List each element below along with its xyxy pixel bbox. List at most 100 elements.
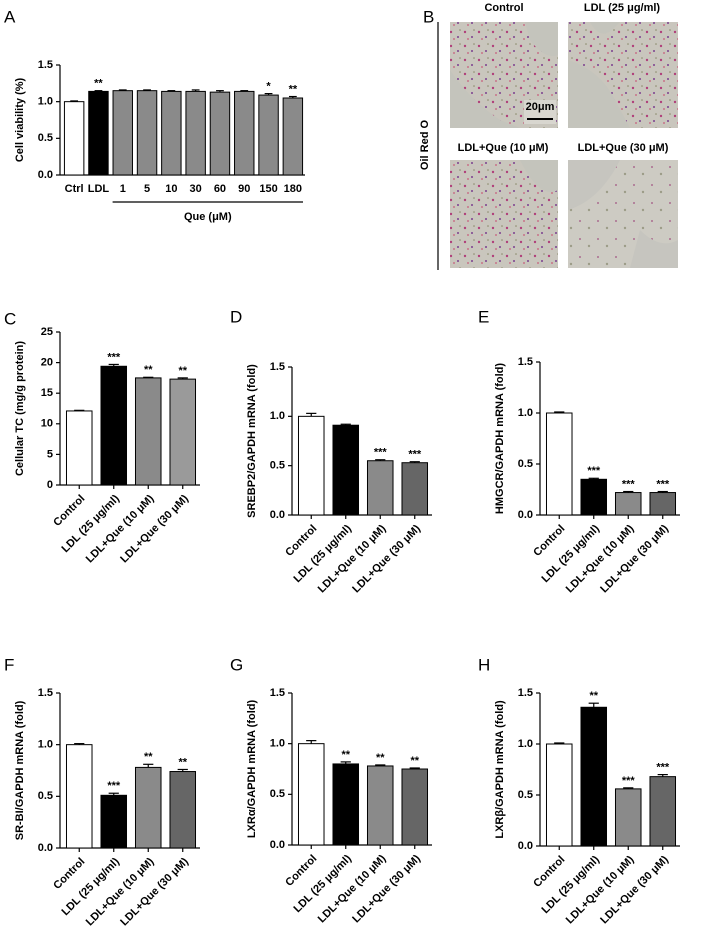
y-tick-label: 1.0 (518, 738, 533, 750)
y-tick-label: 1.0 (270, 738, 285, 750)
x-tick-label: LDL+Que (30 μM) (350, 522, 423, 595)
significance: * (266, 81, 271, 93)
panel-letter: A (4, 7, 16, 26)
bar (209, 91, 231, 176)
bar (169, 378, 197, 486)
y-tick-label: 20 (41, 357, 53, 369)
y-axis-label: SR-BI/GAPDH mRNA (fold) (14, 700, 26, 840)
y-tick-label: 10 (41, 418, 53, 430)
significance: ** (144, 751, 153, 763)
bar (234, 90, 255, 176)
x-tick-label: 1 (120, 183, 126, 195)
bar (614, 788, 642, 847)
bar (401, 462, 429, 516)
x-tick-label: Ctrl (65, 183, 84, 195)
y-tick-label: 1.5 (270, 687, 285, 699)
y-tick-label: 1.5 (518, 687, 533, 699)
bar (65, 410, 93, 486)
y-tick-label: 1.5 (38, 687, 53, 699)
panel-letter: E (478, 307, 489, 326)
bar (580, 478, 608, 516)
x-tick-label: LDL+Que (30 μM) (350, 852, 423, 925)
y-tick-label: 0.0 (270, 509, 285, 521)
micrograph-background (520, 160, 558, 192)
significance: ** (376, 752, 385, 764)
significance: ** (289, 83, 298, 95)
significance: *** (107, 351, 121, 363)
bar (614, 492, 642, 516)
significance: ** (589, 690, 598, 702)
image-label: LDL+Que (10 μM) (458, 142, 549, 154)
group-label: Que (μM) (184, 211, 232, 223)
y-axis-label: Cellular TC (mg/g protein) (14, 341, 26, 476)
y-tick-label: 0.5 (38, 790, 53, 802)
x-tick-label: 30 (190, 183, 202, 195)
y-axis-label: LXRβ/GAPDH mRNA (fold) (494, 700, 506, 839)
y-tick-label: 0.0 (38, 842, 53, 854)
bar (366, 460, 394, 516)
bar (65, 744, 93, 849)
x-tick-label: LDL+Que (30 μM) (598, 522, 671, 595)
y-tick-label: 0.5 (518, 458, 533, 470)
y-tick-label: 0.5 (38, 132, 53, 144)
x-tick-label: LDL+Que (30 μM) (118, 492, 191, 565)
bar (100, 365, 128, 486)
micrograph-background (450, 22, 558, 128)
x-tick-label: LDL+Que (30 μM) (118, 855, 191, 928)
x-tick-label: 5 (144, 183, 150, 195)
bar (332, 424, 360, 516)
panel-letter: H (478, 655, 490, 674)
y-tick-label: 0.0 (518, 840, 533, 852)
x-tick-label: 180 (284, 183, 302, 195)
significance: ** (341, 749, 350, 761)
significance: *** (622, 775, 636, 787)
x-tick-label: LDL (88, 183, 110, 195)
image-label: LDL+Que (30 μM) (578, 142, 669, 154)
x-tick-label: 10 (165, 183, 177, 195)
bar (112, 90, 133, 176)
y-tick-label: 25 (41, 326, 53, 338)
stain-label: Oil Red O (419, 120, 431, 171)
bar (258, 94, 279, 176)
y-tick-label: 1.0 (518, 407, 533, 419)
y-axis-label: Cell viability (%) (14, 77, 26, 162)
y-tick-label: 1.0 (270, 410, 285, 422)
bar (161, 90, 182, 176)
significance: ** (178, 365, 187, 377)
y-tick-label: 5 (47, 448, 53, 460)
bar (134, 766, 162, 849)
bar (545, 743, 573, 847)
bar (169, 771, 197, 849)
x-tick-label: 150 (259, 183, 277, 195)
y-tick-label: 1.5 (38, 59, 53, 71)
significance: *** (656, 478, 670, 490)
image-label: Control (484, 2, 523, 14)
significance: *** (107, 780, 121, 792)
y-tick-label: 1.5 (518, 356, 533, 368)
bar (401, 768, 429, 846)
y-tick-label: 0.5 (270, 460, 285, 472)
bar (100, 794, 128, 849)
significance: *** (408, 449, 422, 461)
panel-letter: G (230, 655, 243, 674)
bar (366, 765, 394, 846)
bar (297, 415, 325, 516)
y-tick-label: 1.0 (38, 96, 53, 108)
panel-letter: D (230, 307, 242, 326)
y-tick-label: 1.5 (270, 361, 285, 373)
y-tick-label: 1.0 (38, 739, 53, 751)
micrograph-background (568, 160, 678, 268)
bar (88, 90, 109, 176)
bar (63, 101, 85, 176)
image-label: LDL (25 μg/ml) (584, 2, 661, 14)
panel-letter: C (4, 309, 16, 328)
bar (332, 763, 360, 846)
bar (297, 743, 325, 846)
panel-letter: B (423, 7, 434, 26)
y-tick-label: 0.0 (270, 839, 285, 851)
micrograph-background (568, 22, 630, 128)
y-axis-label: SREBP2/GAPDH mRNA (fold) (246, 364, 258, 518)
bar (649, 776, 677, 847)
y-axis-label: HMGCR/GAPDH mRNA (fold) (494, 363, 506, 514)
